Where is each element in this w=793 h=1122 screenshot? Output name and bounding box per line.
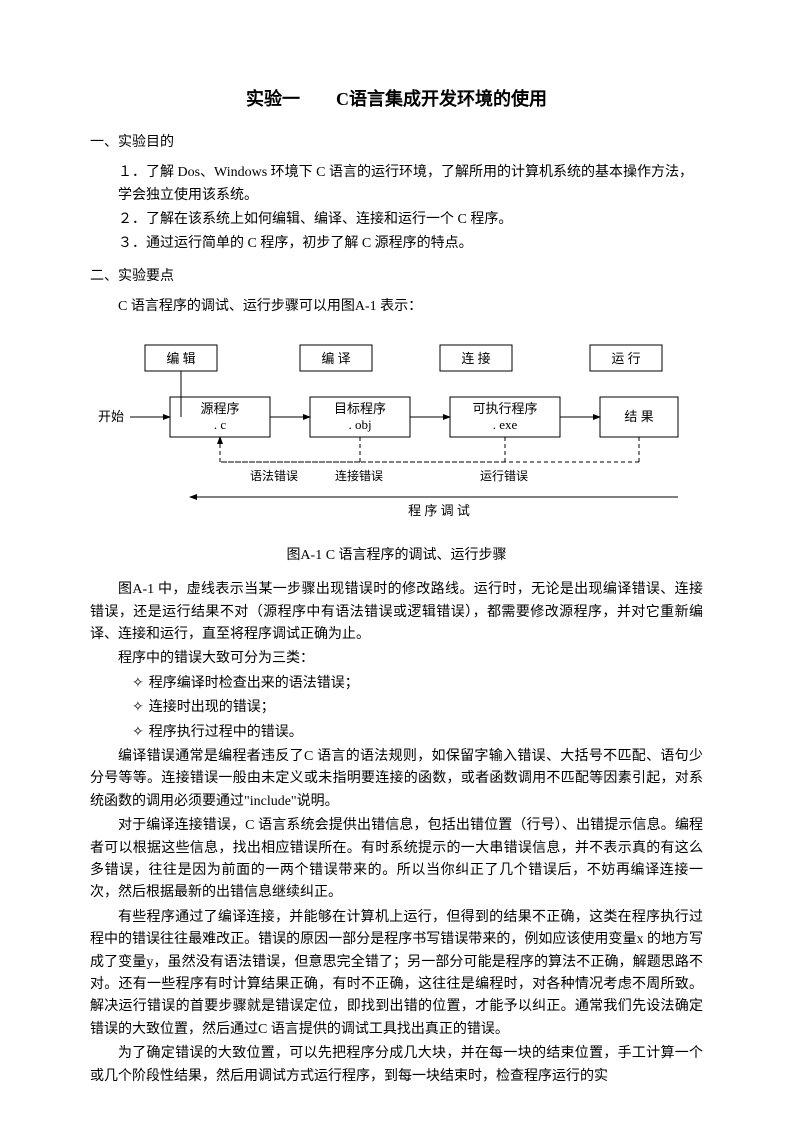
paragraph: 对于编译连接错误，C 语言系统会提供出错信息，包括出错位置（行号）、出错提示信息… xyxy=(90,815,703,905)
svg-text:结 果: 结 果 xyxy=(624,409,653,424)
svg-text:. c: . c xyxy=(214,417,227,432)
svg-text:可执行程序: 可执行程序 xyxy=(472,401,537,416)
bullet-item: ✧程序执行过程中的错误。 xyxy=(132,722,703,744)
diagram-caption: 图A-1 C 语言程序的调试、运行步骤 xyxy=(90,545,703,567)
svg-text:编 辑: 编 辑 xyxy=(166,351,195,366)
objective-item: ３．通过运行简单的 C 程序，初步了解 C 源程序的特点。 xyxy=(118,233,703,255)
bullet-item: ✧连接时出现的错误； xyxy=(132,697,703,719)
diamond-icon: ✧ xyxy=(132,722,149,744)
svg-text:运行错误: 运行错误 xyxy=(480,469,528,483)
svg-text:. exe: . exe xyxy=(493,417,518,432)
svg-text:运 行: 运 行 xyxy=(611,351,640,366)
diamond-icon: ✧ xyxy=(132,673,149,695)
svg-text:连 接: 连 接 xyxy=(461,351,490,366)
svg-text:程 序 调 试: 程 序 调 试 xyxy=(408,503,470,518)
objective-item: ２．了解在该系统上如何编辑、编译、连接和运行一个 C 程序。 xyxy=(118,209,703,231)
svg-text:语法错误: 语法错误 xyxy=(250,469,298,483)
svg-text:. obj: . obj xyxy=(348,417,371,432)
page-title: 实验一 C语言集成开发环境的使用 xyxy=(90,85,703,114)
diamond-icon: ✧ xyxy=(132,697,149,719)
svg-text:源程序: 源程序 xyxy=(200,401,239,416)
bullet-item: ✧程序编译时检查出来的语法错误； xyxy=(132,673,703,695)
paragraph: 有些程序通过了编译连接，并能够在计算机上运行，但得到的结果不正确，这类在程序执行… xyxy=(90,907,703,1041)
section-2-heading: 二、实验要点 xyxy=(90,266,703,288)
paragraph: 程序中的错误大致可分为三类： xyxy=(90,648,703,670)
flowchart-diagram: 编 辑 编 译 连 接 运 行源程序. c 目标程序. obj 可执行程序. exe 结 果… xyxy=(90,337,703,535)
bullet-text: 连接时出现的错误； xyxy=(149,700,275,715)
paragraph: 图A-1 中，虚线表示当某一步骤出现错误时的修改路线。运行时，无论是出现编译错误… xyxy=(90,579,703,646)
intro-text: C 语言程序的调试、运行步骤可以用图A-1 表示： xyxy=(90,296,703,318)
objective-item: １．了解 Dos、Windows 环境下 C 语言的运行环境，了解所用的计算机系… xyxy=(118,162,703,207)
svg-text:目标程序: 目标程序 xyxy=(334,401,386,416)
paragraph: 编译错误通常是编程者违反了C 语言的语法规则，如保留字输入错误、大括号不匹配、语… xyxy=(90,746,703,813)
svg-text:连接错误: 连接错误 xyxy=(335,468,383,483)
section-1-heading: 一、实验目的 xyxy=(90,132,703,154)
bullet-text: 程序执行过程中的错误。 xyxy=(149,725,303,740)
svg-text:编 译: 编 译 xyxy=(321,351,350,366)
bullet-text: 程序编译时检查出来的语法错误； xyxy=(149,676,359,691)
svg-text:开始: 开始 xyxy=(98,409,124,424)
paragraph: 为了确定错误的大致位置，可以先把程序分成几大块，并在每一块的结束位置，手工计算一… xyxy=(90,1043,703,1088)
